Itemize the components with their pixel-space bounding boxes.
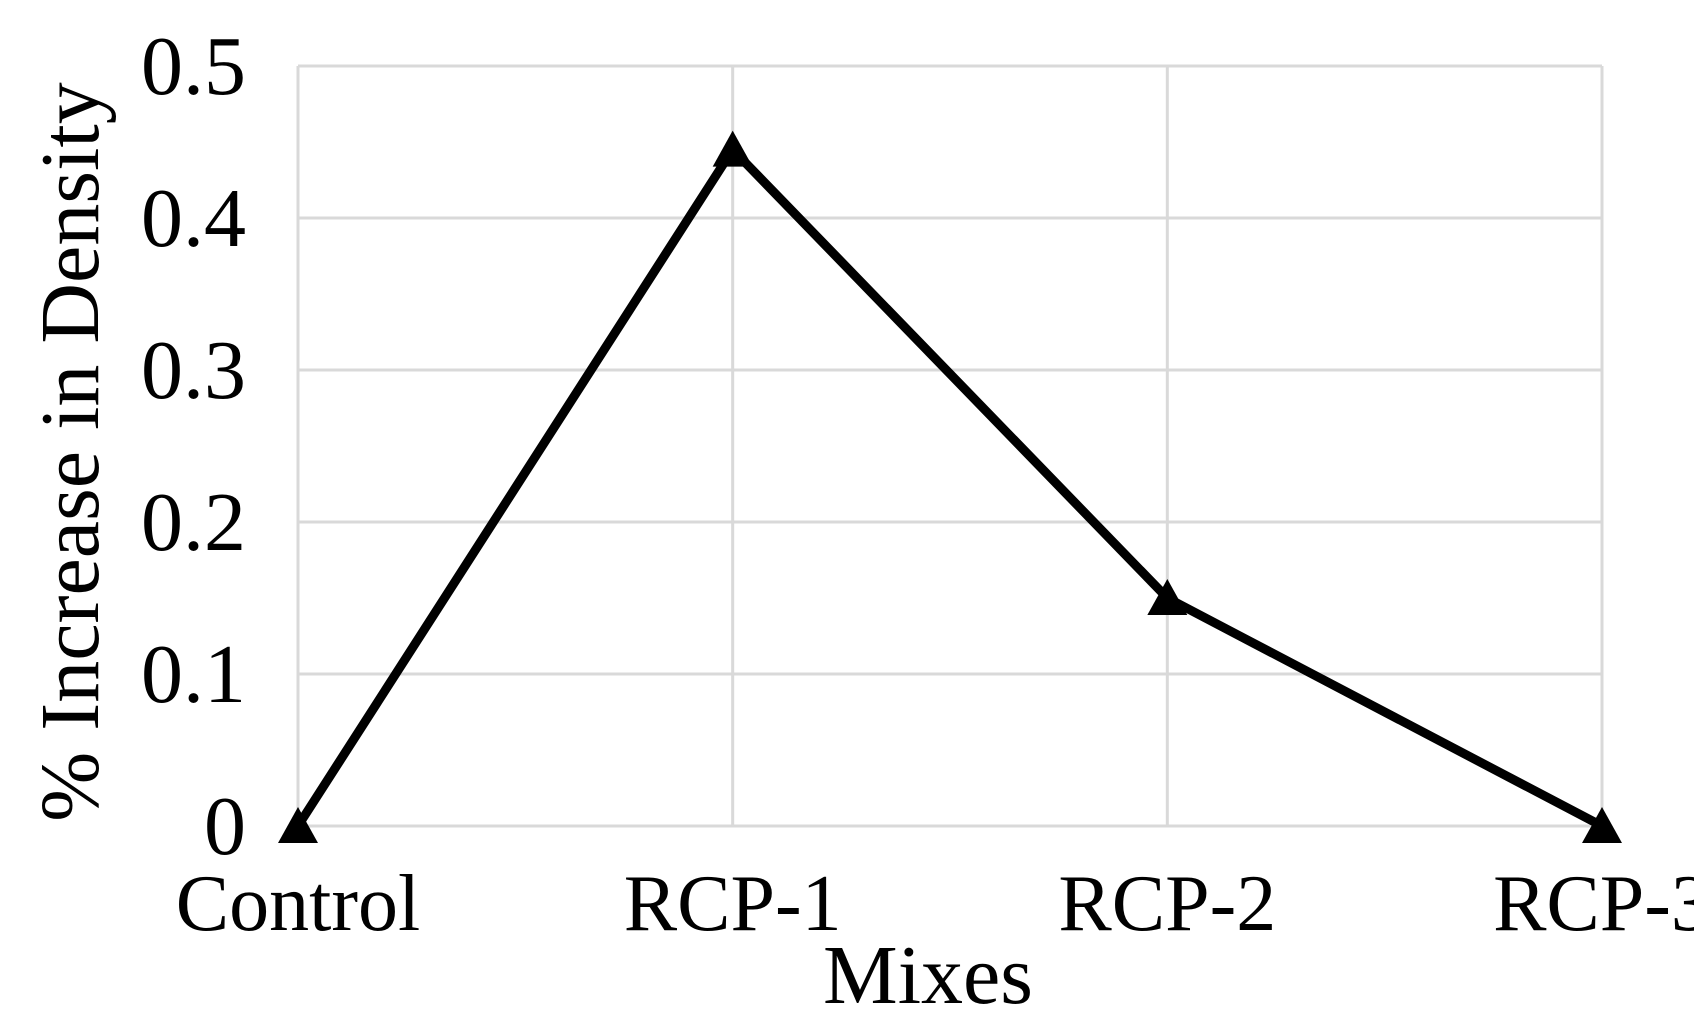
x-tick-label: RCP-2 bbox=[1058, 860, 1276, 948]
x-tick-label: RCP-1 bbox=[624, 860, 842, 948]
y-tick-label: 0.2 bbox=[141, 476, 246, 569]
y-axis-title: % Increase in Density bbox=[24, 82, 117, 821]
data-point-triangle bbox=[1582, 807, 1622, 843]
y-tick-label: 0.4 bbox=[141, 172, 246, 265]
x-tick-label: Control bbox=[176, 860, 420, 948]
y-axis-ticks: 0 0.1 0.2 0.3 0.4 0.5 bbox=[141, 20, 246, 873]
x-tick-label: RCP-3 bbox=[1493, 860, 1694, 948]
data-point-triangle bbox=[1147, 579, 1188, 615]
series-line bbox=[294, 142, 1605, 830]
series-layer bbox=[278, 130, 1622, 843]
y-tick-label: 0 bbox=[204, 780, 246, 873]
y-tick-label: 0.5 bbox=[141, 20, 246, 113]
data-point-triangle bbox=[278, 807, 318, 843]
data-point-triangle bbox=[712, 130, 753, 167]
gridlines bbox=[296, 64, 1604, 828]
y-tick-label: 0.1 bbox=[141, 628, 246, 721]
y-tick-label: 0.3 bbox=[141, 324, 246, 417]
x-axis-title: Mixes bbox=[823, 929, 1033, 1022]
x-axis-ticks: Control RCP-1 RCP-2 RCP-3 bbox=[176, 860, 1694, 948]
